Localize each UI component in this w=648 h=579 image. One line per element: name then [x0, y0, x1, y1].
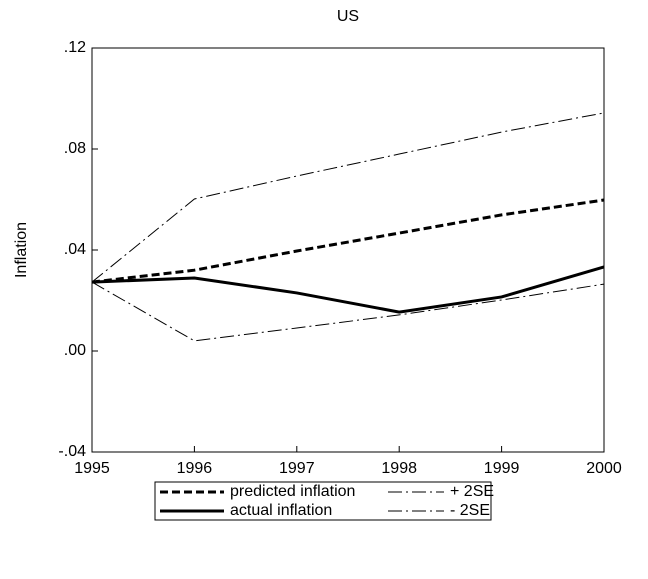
- x-tick-label: 2000: [586, 460, 622, 477]
- series-line: [91, 198, 605, 284]
- series-line: [91, 112, 605, 283]
- plot-frame: [91, 47, 605, 453]
- y-tick-label: .04: [64, 241, 86, 258]
- x-tick-label: 1998: [381, 460, 417, 477]
- x-tick-label: 1997: [279, 460, 315, 477]
- y-tick-label: -.04: [58, 443, 86, 460]
- x-tick-label: 1995: [74, 460, 110, 477]
- y-axis-label: Inflation: [13, 222, 30, 278]
- legend-label: predicted inflation: [230, 483, 355, 500]
- x-tick-label: 1996: [177, 460, 213, 477]
- legend-frame: [154, 481, 492, 521]
- chart-title: US: [337, 8, 359, 25]
- y-tick-label: .08: [64, 140, 86, 157]
- legend-label: - 2SE: [450, 502, 490, 519]
- y-tick-label: .12: [64, 39, 86, 56]
- series-line: [91, 265, 605, 314]
- legend-label: actual inflation: [230, 502, 332, 519]
- series-line: [91, 281, 605, 342]
- y-tick-label: .00: [64, 342, 86, 359]
- legend-label: + 2SE: [450, 483, 494, 500]
- x-tick-label: 1999: [484, 460, 520, 477]
